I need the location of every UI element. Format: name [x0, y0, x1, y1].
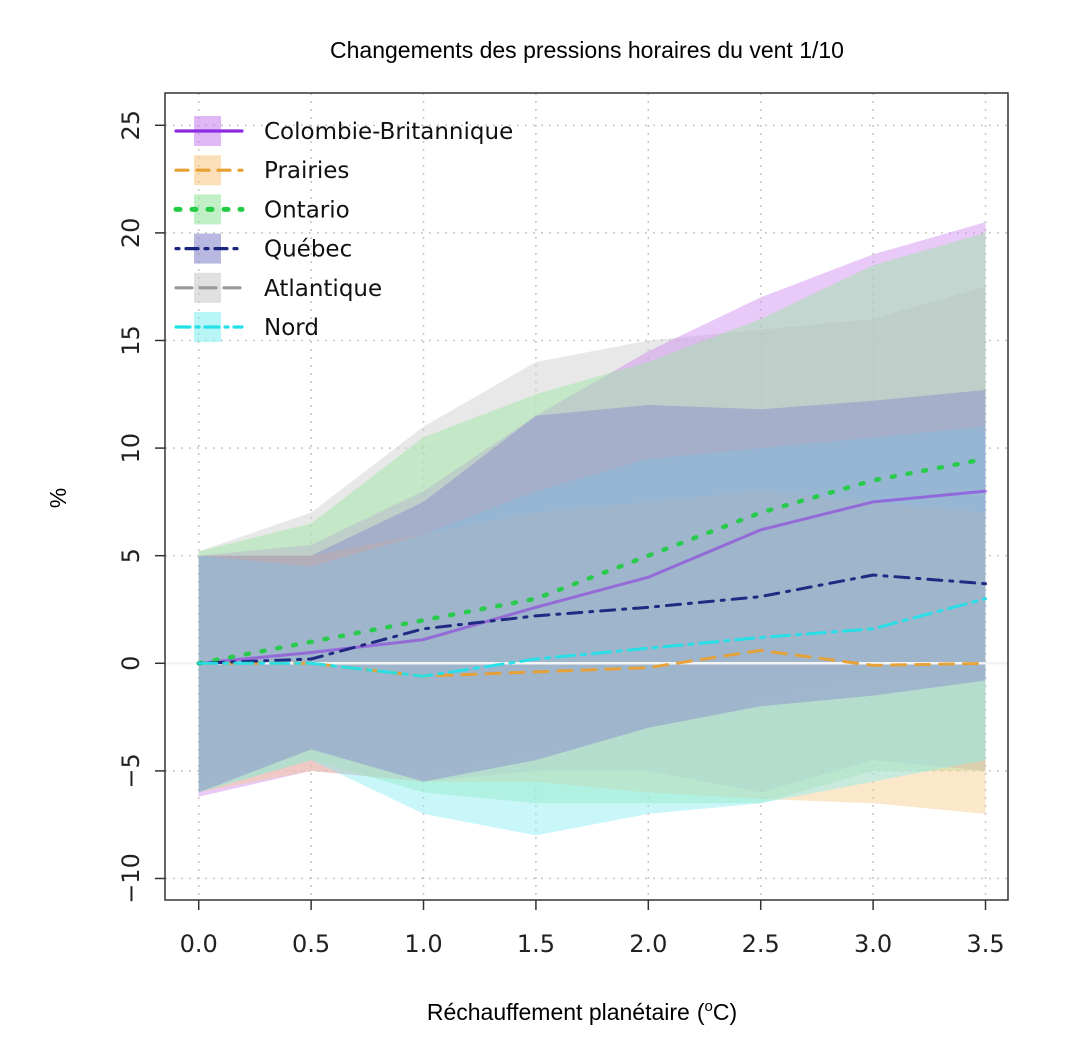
x-tick-label-5: 2.5 [742, 930, 780, 958]
y-tick-label-4: 10 [117, 433, 145, 464]
x-tick-label-4: 2.0 [629, 930, 667, 958]
series-line-nord [197, 597, 987, 678]
x-axis-title-text: Réchauffement planétaire [427, 999, 690, 1025]
legend-label-atlantique: Atlantique [264, 276, 382, 302]
y-tick-label-5: 15 [117, 325, 145, 356]
axes: 0.0 0.5 1.0 1.5 2.0 2.5 3.0 3.5 −10 −5 0 5 10 15 20 25 [117, 110, 1005, 958]
band-nord [198, 426, 986, 836]
legend-label-ontario: Ontario [264, 197, 350, 223]
y-tick-label-1: −5 [117, 753, 145, 788]
legend-label-nord: Nord [264, 315, 319, 341]
band-colombie-britannique [198, 222, 986, 797]
series-lines [196, 456, 988, 678]
x-tick-label-0: 0.0 [180, 930, 218, 958]
legend: Colombie-Britannique Prairies Ontario Québe… [173, 116, 513, 342]
series-line-colombie-britannique [197, 489, 987, 665]
y-tick-label-7: 25 [117, 110, 145, 141]
x-axis-unit-close: C) [713, 999, 737, 1025]
series-line-ontario [196, 456, 988, 666]
plot-frame [164, 92, 1009, 901]
x-tick-label-1: 0.5 [292, 930, 330, 958]
series-line-qu-bec [197, 573, 987, 665]
x-tick-label-2: 1.0 [404, 930, 442, 958]
band-atlantique [198, 286, 986, 782]
grid [165, 93, 1008, 900]
y-tick-label-0: −10 [117, 853, 145, 904]
chart-title: Changements des pressions horaires du ve… [330, 37, 844, 63]
series-line-prairies [197, 648, 987, 678]
x-tick-label-3: 1.5 [517, 930, 555, 958]
x-axis-unit-degree: o [705, 998, 713, 1015]
legend-label-colombie-britannique: Colombie-Britannique [264, 119, 513, 145]
y-tick-label-6: 20 [117, 218, 145, 249]
legend-label-qu-bec: Québec [264, 237, 352, 263]
y-axis-title: % [45, 488, 71, 508]
y-tick-label-2: 0 [117, 656, 145, 671]
x-axis-title: Réchauffement planétaire (oC) [427, 998, 737, 1025]
x-tick-label-7: 3.5 [966, 930, 1004, 958]
x-axis-unit-open: ( [697, 999, 705, 1025]
y-tick-label-3: 5 [117, 548, 145, 563]
x-tick-label-6: 3.0 [854, 930, 892, 958]
legend-label-prairies: Prairies [264, 158, 349, 184]
band-ontario [198, 232, 986, 804]
